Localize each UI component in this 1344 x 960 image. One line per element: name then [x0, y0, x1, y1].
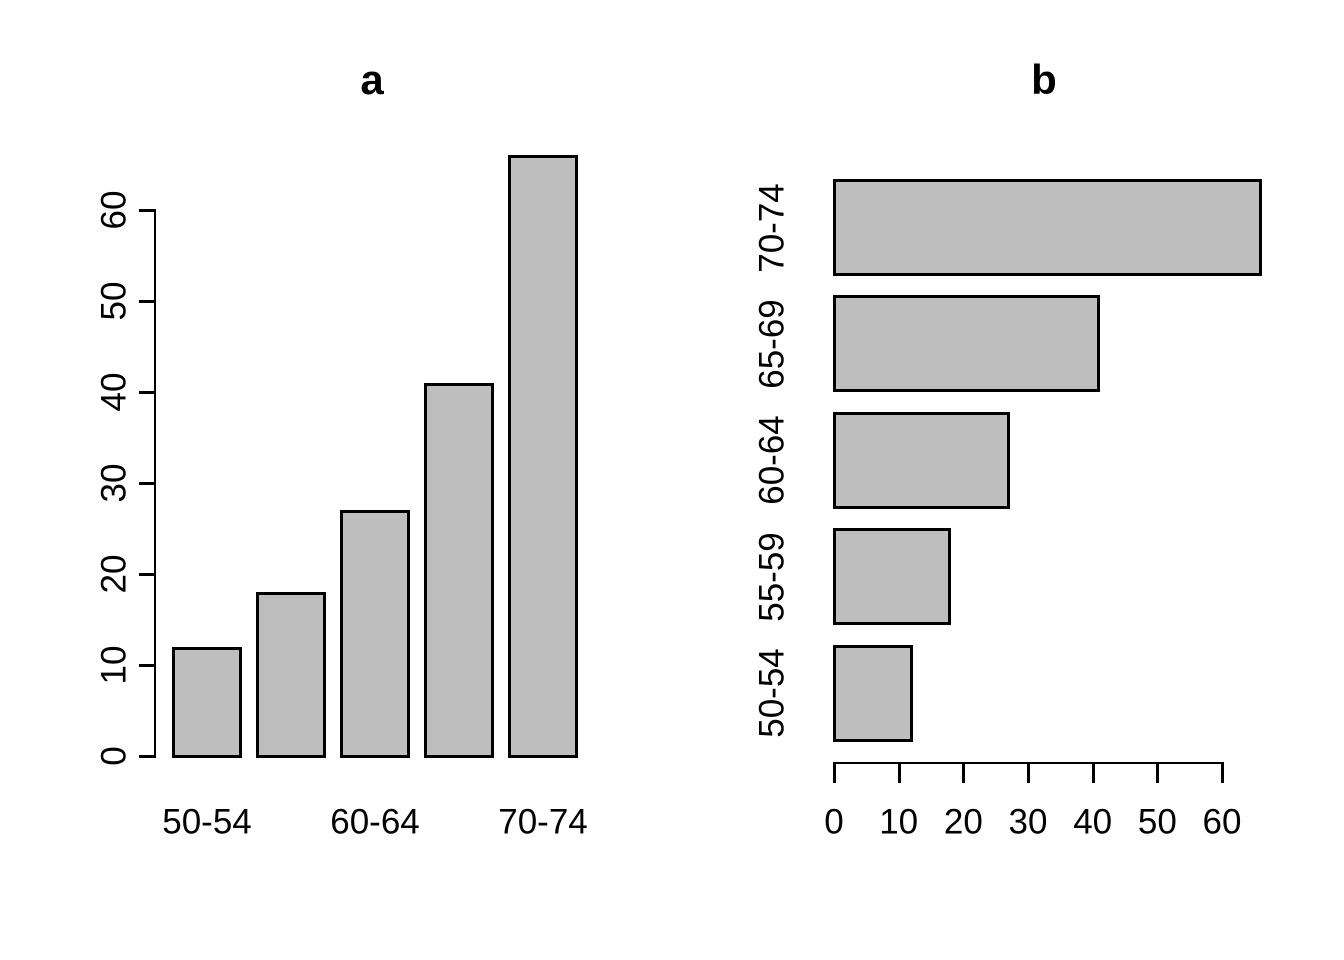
y-tick — [139, 664, 155, 667]
x-tick — [1027, 763, 1030, 783]
x-category-label: 60-64 — [330, 802, 420, 842]
bar-50-54 — [833, 644, 913, 742]
y-tick-label: 0 — [94, 746, 134, 766]
x-tick — [962, 763, 966, 783]
bar-55-59 — [833, 528, 952, 626]
bar-65-69 — [833, 295, 1101, 393]
x-tick — [1221, 763, 1224, 783]
x-tick — [897, 763, 901, 783]
y-category-label: 50-54 — [752, 648, 792, 738]
x-tick — [833, 763, 836, 783]
y-tick — [139, 300, 155, 303]
y-category-label: 55-59 — [752, 531, 792, 622]
y-category-label: 65-69 — [752, 299, 792, 389]
y-tick-label: 60 — [94, 190, 134, 230]
y-tick-label: 30 — [94, 463, 134, 503]
panel-b-title: b — [1031, 56, 1057, 103]
y-axis-line — [154, 209, 156, 758]
bar-55-59 — [256, 592, 326, 758]
y-category-label: 70-74 — [752, 182, 792, 273]
y-tick-label: 40 — [94, 372, 134, 412]
y-tick — [139, 391, 155, 394]
y-tick — [139, 209, 155, 212]
x-tick-label: 50 — [1137, 802, 1177, 842]
x-tick-label: 30 — [1008, 802, 1048, 842]
y-category-label: 60-64 — [752, 415, 792, 506]
panel-a-title: a — [360, 56, 384, 103]
x-tick-label: 10 — [879, 802, 919, 842]
y-tick-label: 50 — [94, 281, 134, 321]
bar-50-54 — [172, 646, 242, 758]
x-category-label: 50-54 — [162, 802, 252, 842]
bar-60-64 — [833, 411, 1010, 509]
bar-70-74 — [508, 155, 578, 758]
bar-65-69 — [424, 382, 494, 758]
y-tick-label: 20 — [94, 554, 134, 594]
y-tick — [139, 482, 155, 485]
y-tick — [139, 755, 155, 758]
bar-70-74 — [833, 179, 1262, 276]
x-tick-label: 60 — [1202, 802, 1242, 842]
x-tick — [1091, 763, 1095, 783]
y-tick-label: 10 — [94, 645, 134, 685]
y-tick — [139, 573, 155, 576]
x-tick — [1156, 763, 1160, 783]
x-tick-label: 0 — [824, 802, 844, 842]
bar-60-64 — [340, 510, 410, 758]
x-tick-label: 20 — [943, 802, 983, 842]
x-tick-label: 40 — [1073, 802, 1113, 842]
x-category-label: 70-74 — [498, 802, 588, 842]
